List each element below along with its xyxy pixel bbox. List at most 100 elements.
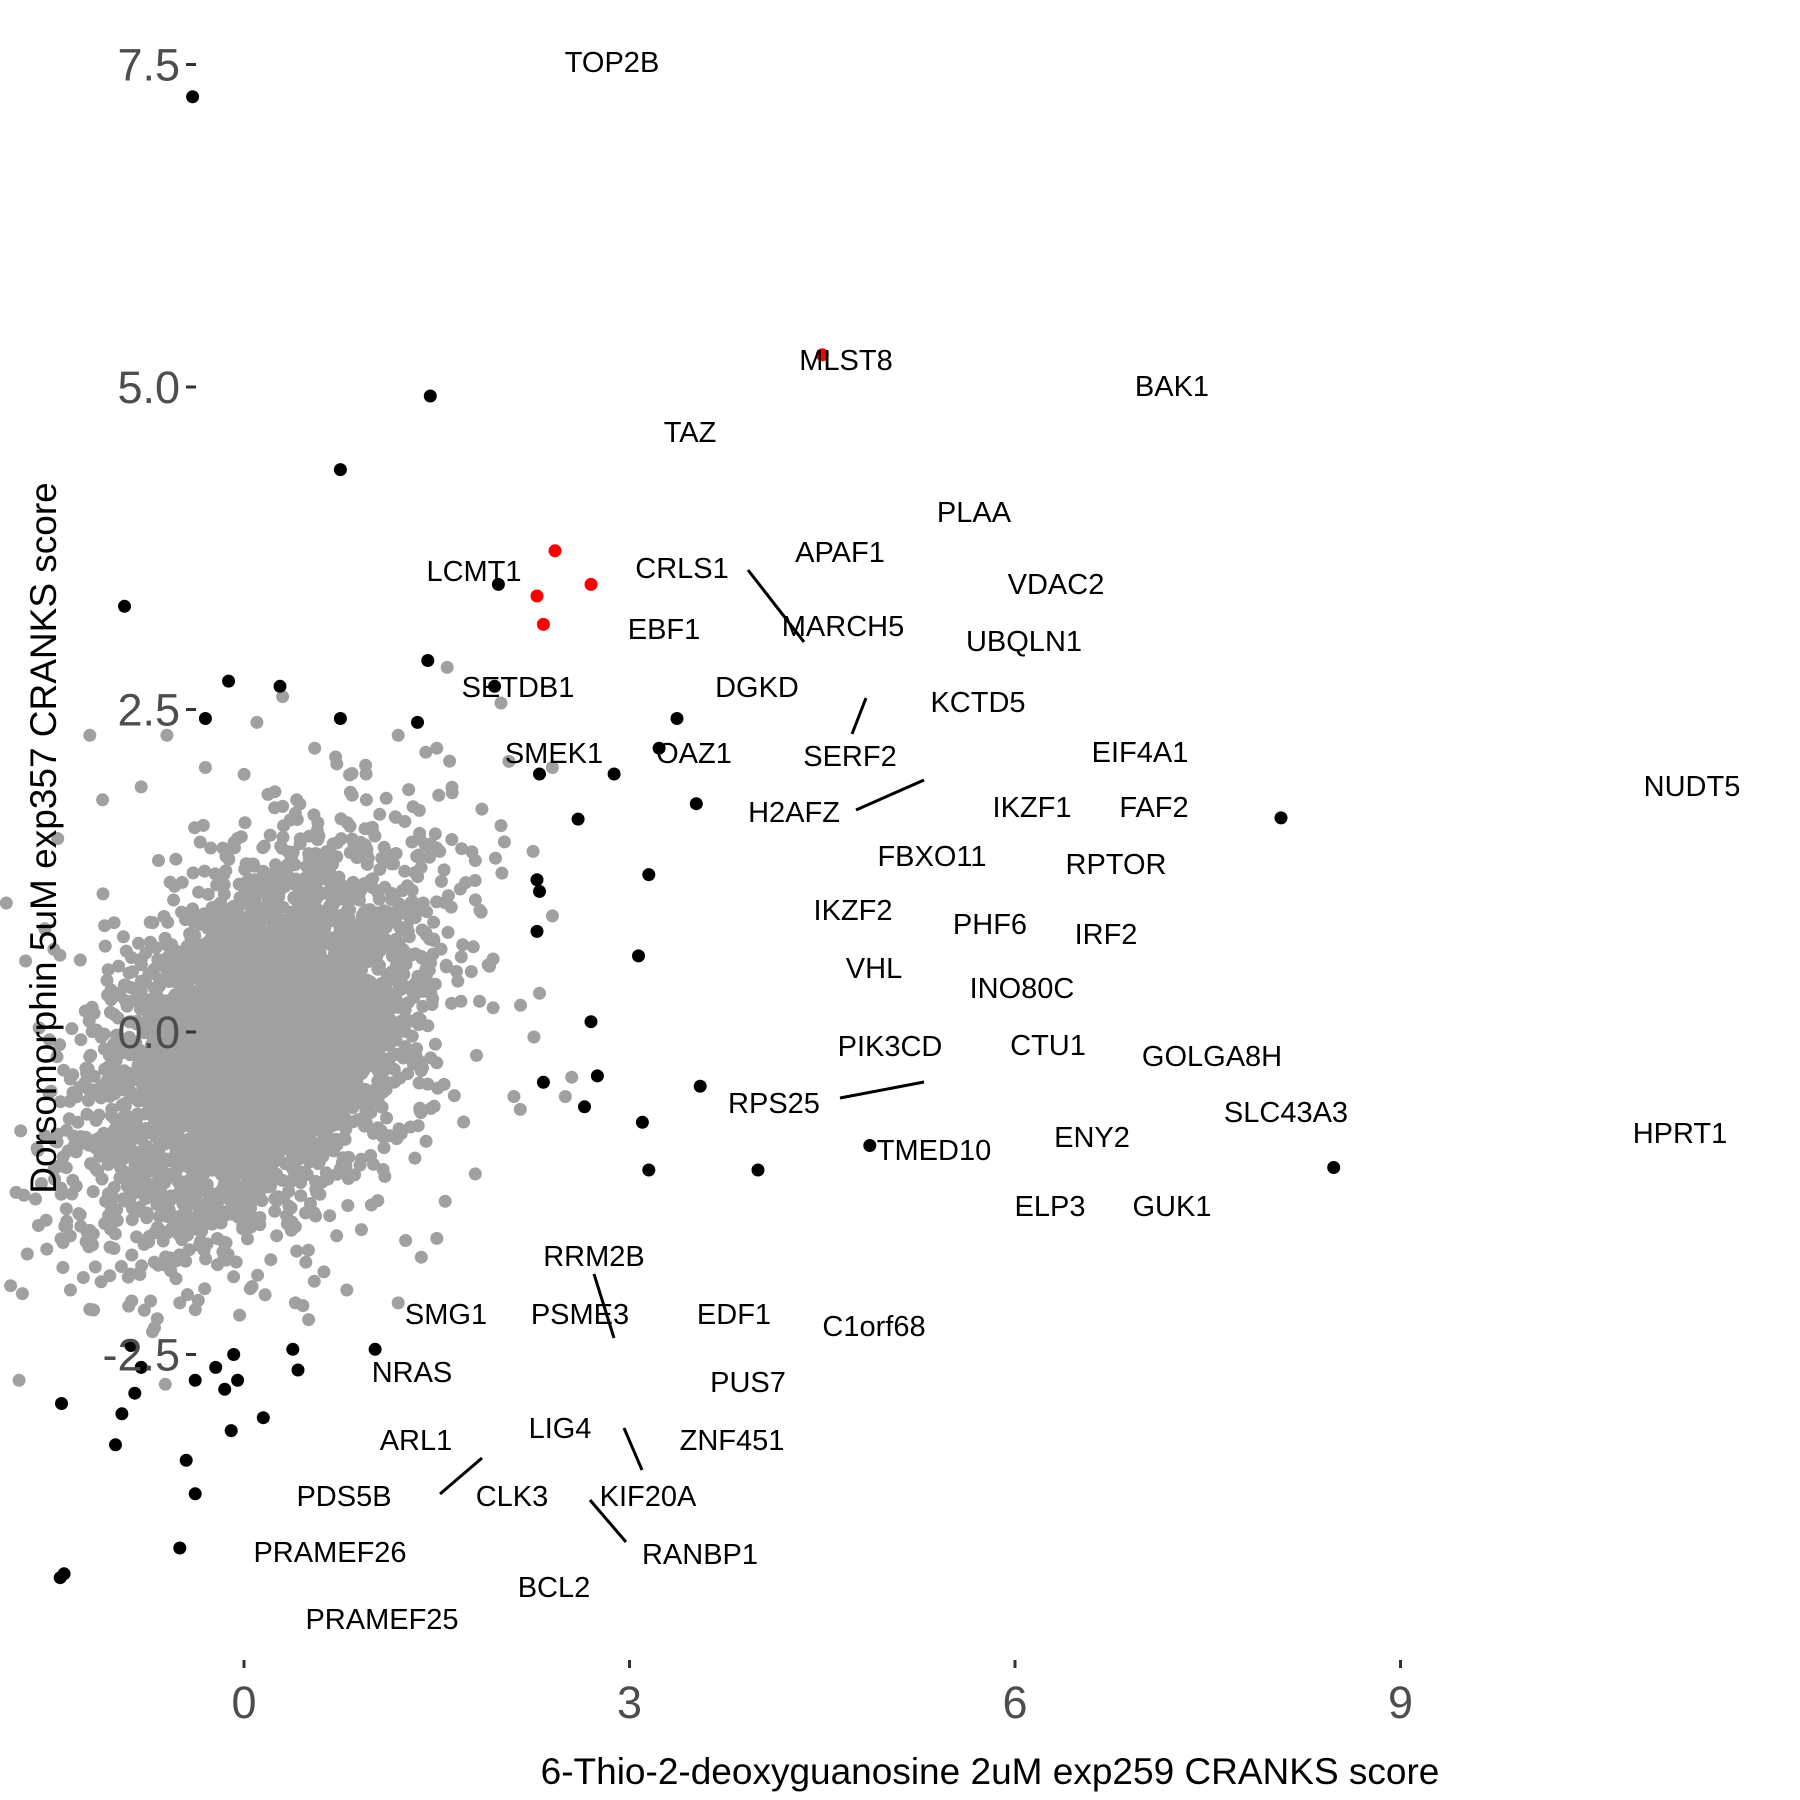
labeled-point <box>632 949 645 963</box>
background-point <box>340 1283 354 1297</box>
background-point <box>395 1014 409 1028</box>
background-point <box>204 841 218 855</box>
background-point <box>427 934 441 947</box>
background-point <box>474 905 488 919</box>
background-point <box>527 1030 541 1044</box>
background-point <box>470 1048 483 1062</box>
background-point <box>167 893 181 907</box>
background-point <box>329 936 343 950</box>
background-point <box>154 1097 168 1111</box>
background-point <box>439 958 453 972</box>
background-point <box>407 990 421 1004</box>
background-point <box>163 1193 177 1207</box>
background-point <box>132 936 145 950</box>
background-point <box>231 1210 245 1224</box>
background-point <box>177 1139 191 1153</box>
labeled-point <box>590 1069 604 1083</box>
x-tick-label: 3 <box>617 1677 642 1728</box>
background-point <box>53 1095 67 1109</box>
background-point <box>358 1119 371 1133</box>
labeled-point <box>533 884 546 898</box>
background-point <box>392 937 406 951</box>
labeled-point <box>173 1541 187 1555</box>
background-point <box>305 929 319 943</box>
point-label: MARCH5 <box>782 611 904 643</box>
background-point <box>438 1194 452 1208</box>
background-point <box>526 844 540 858</box>
background-point <box>140 1139 154 1153</box>
background-point <box>287 1165 301 1179</box>
background-point <box>261 787 275 801</box>
background-point <box>181 1288 194 1302</box>
point-label: PRAMEF26 <box>253 1537 406 1569</box>
background-point <box>124 1015 138 1029</box>
point-label: CTU1 <box>1010 1030 1086 1062</box>
background-point <box>216 1167 230 1181</box>
background-point <box>219 1129 233 1143</box>
background-point <box>175 875 189 889</box>
background-point <box>93 1131 107 1145</box>
background-point <box>465 845 479 859</box>
labeled-point <box>188 1487 202 1501</box>
labeled-point <box>231 1373 245 1387</box>
background-point <box>188 1303 202 1317</box>
background-point <box>164 1021 178 1035</box>
background-point <box>239 1087 253 1101</box>
background-point <box>360 1050 374 1064</box>
background-point <box>114 1161 128 1175</box>
background-point <box>333 1080 347 1094</box>
background-point <box>353 1014 367 1027</box>
point-label: OAZ1 <box>656 738 732 770</box>
point-label: IKZF2 <box>814 895 893 927</box>
background-point <box>428 827 442 841</box>
point-label: EBF1 <box>628 614 701 646</box>
leader-line <box>746 569 806 643</box>
background-point <box>423 850 436 864</box>
x-tick-label: 0 <box>231 1677 256 1728</box>
background-point <box>247 1170 261 1183</box>
background-point <box>254 1000 268 1013</box>
background-point <box>104 1109 118 1123</box>
background-point <box>257 1068 271 1082</box>
point-label: H2AFZ <box>748 797 840 829</box>
background-point <box>98 939 112 953</box>
background-point <box>150 1312 164 1326</box>
background-point <box>405 895 419 908</box>
background-point <box>48 1172 62 1186</box>
background-point <box>152 1013 166 1027</box>
background-point <box>159 1084 173 1098</box>
leader-line <box>839 1080 925 1100</box>
background-point-cloud <box>0 660 579 1391</box>
y-tick-label: 2.5 <box>117 685 180 736</box>
background-point <box>199 1159 213 1173</box>
y-tick-label: 5.0 <box>117 362 180 413</box>
background-point <box>198 1282 212 1296</box>
background-point <box>421 1077 435 1091</box>
background-point <box>81 1094 95 1107</box>
background-point <box>187 1016 201 1030</box>
background-point <box>87 1006 101 1020</box>
background-point <box>346 922 360 936</box>
background-point <box>163 875 177 889</box>
background-point <box>495 866 509 880</box>
leader-line <box>588 1499 628 1543</box>
background-point <box>109 1136 123 1150</box>
point-label: BAK1 <box>1135 371 1209 403</box>
background-point <box>290 1244 304 1258</box>
background-point <box>192 1123 206 1137</box>
background-point <box>232 911 246 925</box>
labeled-point <box>571 812 585 826</box>
background-point <box>316 933 330 947</box>
point-labels: TOP2BMLST8TAZLCMT1APAF1CRLS1MARCH5EBF1SE… <box>253 47 1740 1636</box>
background-point <box>346 1115 360 1129</box>
background-point <box>341 1172 355 1185</box>
labeled-point <box>186 90 200 104</box>
background-point <box>320 1011 333 1025</box>
background-point <box>545 761 559 774</box>
labeled-point <box>670 712 684 725</box>
background-point <box>132 1266 146 1280</box>
point-label: APAF1 <box>795 537 885 569</box>
background-point <box>192 885 206 899</box>
background-point <box>428 1037 442 1051</box>
background-point <box>513 1102 527 1116</box>
